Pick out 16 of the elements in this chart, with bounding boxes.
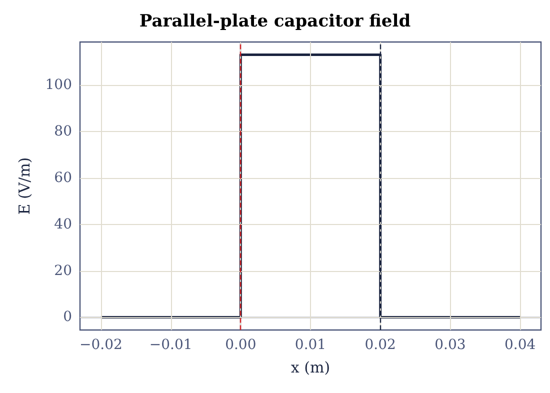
x-tick-label: −0.02 (80, 337, 122, 353)
y-tick-label: 60 (54, 170, 72, 186)
chart-title: Parallel-plate capacitor field (139, 12, 411, 32)
y-tick-label: 40 (54, 216, 72, 232)
x-tick-label: 0.03 (434, 337, 466, 353)
x-tick-label: 0.02 (364, 337, 396, 353)
x-tick-label: −0.01 (149, 337, 192, 353)
x-tick-label: 0.00 (225, 337, 256, 353)
y-tick-label: 20 (54, 262, 72, 279)
y-axis-title: E (V/m) (16, 157, 34, 215)
y-tick-label: 80 (54, 123, 72, 140)
x-axis-title: x (m) (290, 358, 330, 376)
x-tick-label: 0.01 (294, 337, 326, 353)
x-tick-label: 0.04 (504, 337, 536, 353)
y-tick-label: 0 (63, 309, 72, 326)
y-tick-label: 100 (45, 76, 72, 93)
